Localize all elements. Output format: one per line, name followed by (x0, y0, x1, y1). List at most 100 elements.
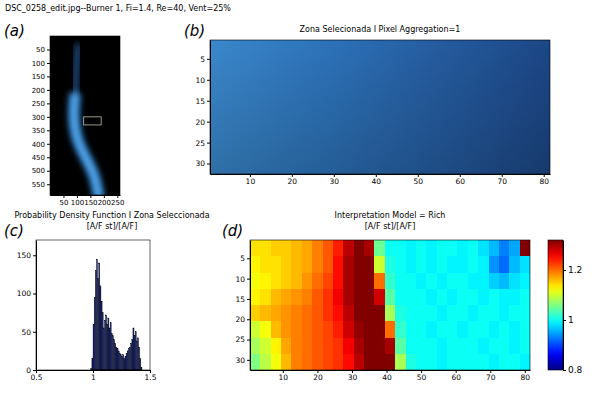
cell (499, 289, 510, 306)
tick-label: 60 (455, 177, 465, 186)
tick-mark (207, 143, 210, 144)
cell (271, 305, 282, 322)
tick: 10 (246, 174, 256, 186)
cell (385, 338, 396, 355)
tick: 30 (330, 174, 340, 186)
tick: 30 (348, 370, 358, 382)
cell (499, 354, 510, 370)
cell (281, 256, 292, 273)
cell (406, 338, 417, 355)
bar (120, 355, 121, 370)
tick-mark (47, 63, 50, 64)
cell (395, 321, 406, 338)
cell (354, 289, 365, 306)
cell (260, 305, 271, 322)
cell (395, 273, 406, 290)
tick-mark (247, 360, 250, 361)
tick: 20 (235, 315, 250, 324)
tick: 250 (32, 100, 50, 108)
plot-area (210, 40, 550, 174)
axis-line (251, 370, 531, 371)
cell (437, 256, 448, 273)
cell (260, 354, 271, 370)
colorbar (548, 240, 563, 370)
bar (93, 324, 94, 370)
cell (468, 289, 479, 306)
tick: 150 (32, 73, 50, 81)
axis-xticks: 1020304050607080 (211, 174, 551, 186)
tick-label: 30 (330, 177, 340, 186)
tick: 70 (497, 174, 507, 186)
tick-mark (47, 49, 50, 50)
tick: 250 (111, 195, 124, 207)
tick-label: 20 (313, 373, 323, 382)
tick-label: 30 (235, 356, 245, 365)
tick-label: 100 (71, 199, 84, 207)
cell (323, 256, 334, 273)
cell (333, 338, 344, 355)
bar (128, 349, 129, 370)
bar (131, 343, 132, 370)
bar (118, 351, 119, 370)
cell (509, 354, 520, 370)
cell (499, 338, 510, 355)
cell (489, 321, 500, 338)
bar (92, 359, 93, 370)
bar (102, 313, 103, 370)
tick-mark (247, 279, 250, 280)
bar (108, 318, 109, 370)
axis-line (51, 195, 121, 196)
cell (260, 321, 271, 338)
cell (489, 305, 500, 322)
cell (416, 354, 427, 370)
tick-mark (33, 332, 36, 333)
cell (509, 338, 520, 355)
tick: 20 (288, 174, 298, 186)
cell (323, 289, 334, 306)
cell (260, 338, 271, 355)
cell (354, 256, 365, 273)
cell (364, 321, 375, 338)
cell (333, 256, 344, 273)
cell (291, 354, 302, 370)
tick: 150 (84, 195, 97, 207)
tick-mark (247, 340, 250, 341)
tick-label: 5 (200, 55, 205, 64)
cell (437, 338, 448, 355)
tick-label: 500 (32, 167, 45, 175)
cell (499, 256, 510, 273)
tick-mark (77, 195, 78, 198)
cell (499, 321, 510, 338)
cell (457, 240, 468, 257)
cell (271, 256, 282, 273)
tick: 60 (455, 174, 465, 186)
tick-mark (47, 157, 50, 158)
cell (416, 305, 427, 322)
cell (333, 354, 344, 370)
cell (478, 338, 489, 355)
tick: 1.5 (145, 370, 157, 382)
cell (312, 354, 323, 370)
tick: 450 (32, 154, 50, 162)
tick: 350 (32, 127, 50, 135)
cell (343, 338, 354, 355)
bar (96, 259, 97, 370)
tick-label: 100 (32, 60, 45, 68)
tick-mark (47, 144, 50, 145)
bar (132, 339, 133, 370)
tick-mark (207, 164, 210, 165)
cell (374, 354, 385, 370)
cell (302, 321, 313, 338)
cell (385, 240, 396, 257)
panel-label: (a) (4, 22, 25, 40)
tick-mark (47, 117, 50, 118)
cell (333, 289, 344, 306)
cell (291, 289, 302, 306)
tick: 500 (32, 167, 50, 175)
cell (426, 273, 437, 290)
tick-label: 5 (240, 254, 245, 263)
selection-box (84, 117, 102, 125)
cell (478, 289, 489, 306)
cell (374, 256, 385, 273)
cell (250, 240, 261, 257)
